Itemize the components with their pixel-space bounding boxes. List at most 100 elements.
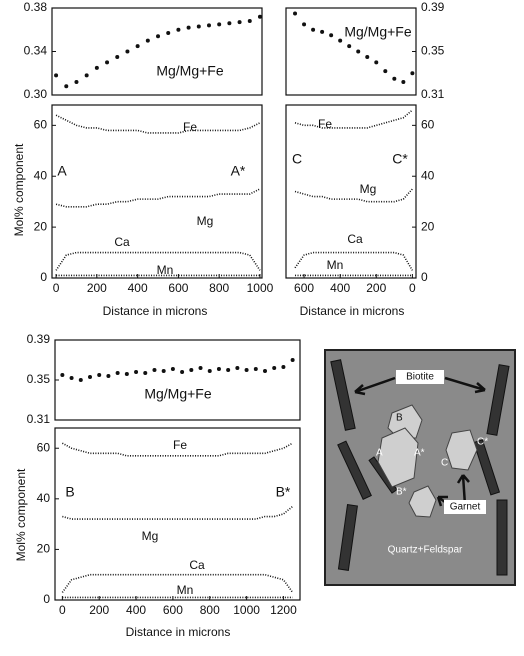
point [217,22,222,27]
profile-line [61,442,294,457]
annotation: Mg/Mg+Fe [144,386,212,402]
series-label: Ca [114,235,130,249]
y-tick-label: 0.35 [27,372,51,386]
point [161,369,166,373]
point [166,31,171,36]
point [115,54,120,59]
y-tick-label: 60 [34,118,48,132]
annotation: Mg/Mg+Fe [344,24,412,40]
point-label: A* [414,448,425,459]
arrow [444,376,486,394]
point [186,25,191,30]
label-box [444,500,486,514]
point [176,27,181,32]
biotite [330,359,356,431]
series-label: Mn [157,263,174,277]
biotite [473,439,501,496]
point-label: C [441,458,448,469]
x-axis-label: Distance in microns [300,304,405,318]
annotation: C [292,151,302,167]
point-label: C* [477,437,488,448]
y-tick-label: 0.38 [24,0,48,14]
point [105,60,110,65]
annotation: C* [392,151,408,167]
x-tick-label: 1000 [233,603,260,617]
arrows [354,376,486,509]
point [226,368,231,372]
y-tick-label: 60 [37,440,51,454]
point [401,79,406,84]
point [392,76,397,81]
garnet [377,427,419,488]
point [156,34,161,39]
point [374,60,379,65]
point-label: B [396,413,403,424]
garnet [445,429,478,471]
x-tick-label: 400 [330,281,350,295]
y-tick-label: 0.35 [421,44,445,58]
profile-line [62,505,294,520]
point [180,370,185,374]
plot-frame [51,104,263,279]
point [94,65,99,70]
series-label: Mn [327,258,344,272]
y-tick-label: 40 [34,168,48,182]
y-tick-label: 0 [421,270,428,284]
point [106,374,111,378]
biotite-grains [330,359,510,576]
plot-frame [54,427,301,601]
point-label: B* [396,487,407,498]
point [257,14,262,19]
point [244,368,249,372]
x-tick-label: 600 [168,281,188,295]
point [135,44,140,49]
point [237,20,242,25]
annotation: A* [231,163,246,179]
point [347,44,352,49]
y-tick-label: 20 [34,219,48,233]
plot-frame [285,7,417,96]
point [290,358,295,362]
point [247,19,252,24]
point [60,373,65,377]
garnet-grains [377,404,478,518]
point [134,370,139,374]
point [253,367,258,371]
series-label: Mg [360,182,377,196]
x-tick-label: 0 [409,281,416,295]
annotation: Mg/Mg+Fe [156,63,224,79]
series-label: Mg [142,529,159,543]
point [124,372,129,376]
x-axis-label: Distance in microns [103,304,208,318]
y-tick-label: 40 [421,168,435,182]
y-tick-label: 0.30 [24,87,48,101]
y-axis-label: Mol% component [14,468,28,561]
y-tick-label: 0 [43,592,50,606]
plot-frame [54,339,301,421]
y-tick-label: 0.31 [421,87,445,101]
profile-line [61,573,294,593]
profile-line [294,251,414,271]
point [216,367,221,371]
point [206,23,211,28]
series-label: Ca [347,232,363,246]
x-tick-label: 200 [87,281,107,295]
point-label: A [376,448,383,459]
point [78,378,83,382]
point-labels: A A* B B* C C* [376,413,488,498]
point [143,371,148,375]
x-tick-label: 200 [366,281,386,295]
point [170,367,175,371]
annotation: A [57,163,67,179]
garnet [387,404,423,439]
point [115,371,120,375]
point [302,22,307,27]
point [54,73,59,78]
point [125,49,130,54]
x-tick-label: 200 [89,603,109,617]
mineral-label: Garnet [450,502,481,513]
mineral-label: Biotite [406,372,434,383]
point [263,369,267,373]
series-label: Mn [177,583,194,597]
